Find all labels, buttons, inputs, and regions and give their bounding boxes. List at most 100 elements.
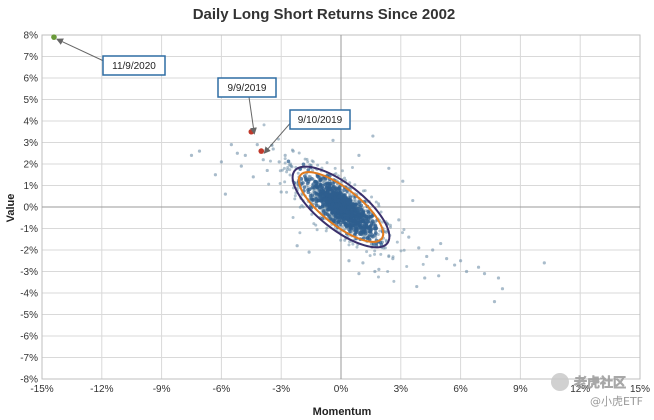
data-point xyxy=(341,217,346,222)
data-point xyxy=(267,182,271,186)
data-point xyxy=(314,192,319,196)
data-point xyxy=(411,198,415,203)
data-point xyxy=(331,138,335,142)
data-point xyxy=(482,272,487,276)
data-point xyxy=(303,174,307,178)
data-point xyxy=(402,248,406,252)
data-point xyxy=(337,194,342,199)
data-point xyxy=(363,189,367,193)
data-point xyxy=(348,223,352,228)
data-point xyxy=(315,181,320,185)
data-point xyxy=(500,287,505,291)
x-tick-labels: -15% -12% -9% -6% -3% 0% 3% 6% 9% 12% 15% xyxy=(30,384,650,395)
data-point xyxy=(371,134,375,138)
data-point xyxy=(317,184,321,189)
data-point xyxy=(302,185,307,190)
data-point xyxy=(339,238,343,242)
data-point xyxy=(288,173,292,177)
data-point xyxy=(336,214,341,218)
data-point xyxy=(347,243,351,247)
data-point xyxy=(333,208,338,213)
callout-box xyxy=(289,109,351,130)
callout-box xyxy=(217,77,277,98)
data-point xyxy=(423,276,427,280)
data-point xyxy=(197,149,202,153)
data-point xyxy=(439,241,443,246)
data-point xyxy=(351,242,355,246)
data-point xyxy=(402,228,406,232)
callout-label: 11/9/2020 xyxy=(112,61,156,72)
data-point xyxy=(189,153,194,157)
y-tick-label: -3% xyxy=(20,267,38,278)
data-point xyxy=(376,233,380,237)
data-point xyxy=(345,216,350,220)
x-tick-label: 15% xyxy=(630,384,650,395)
chart-title: Daily Long Short Returns Since 2002 xyxy=(193,6,456,23)
data-point xyxy=(370,195,374,199)
data-point xyxy=(359,214,364,219)
data-point xyxy=(379,252,383,256)
data-point xyxy=(492,300,497,304)
highlight-point xyxy=(258,148,265,154)
data-point xyxy=(323,192,328,197)
data-point xyxy=(343,176,347,180)
data-point xyxy=(261,158,265,162)
data-point xyxy=(314,197,319,201)
callout-arrow xyxy=(263,119,294,154)
data-point xyxy=(343,222,348,226)
data-point xyxy=(336,219,341,224)
data-point xyxy=(415,284,419,289)
x-tick-label: -9% xyxy=(153,384,171,395)
data-point xyxy=(356,209,361,214)
data-point xyxy=(388,223,392,227)
data-point xyxy=(431,248,435,252)
data-point xyxy=(324,186,329,190)
data-point xyxy=(395,240,399,244)
callout-label: 9/9/2019 xyxy=(228,83,267,94)
data-point xyxy=(347,259,351,263)
data-point xyxy=(311,197,315,202)
y-tick-label: -7% xyxy=(20,353,38,364)
data-point xyxy=(374,200,378,204)
data-point xyxy=(373,249,377,253)
data-point xyxy=(271,147,275,151)
data-point xyxy=(425,254,429,259)
data-point xyxy=(377,267,381,271)
data-point xyxy=(324,181,329,186)
x-tick-label: 6% xyxy=(453,384,468,395)
data-point xyxy=(223,192,227,196)
x-tick-label: -3% xyxy=(272,384,290,395)
data-point xyxy=(342,198,346,202)
data-point xyxy=(308,163,312,167)
data-point xyxy=(283,153,287,157)
watermark: 老虎社区 @小虎ETF xyxy=(551,373,643,408)
data-point xyxy=(333,196,337,200)
data-point xyxy=(315,228,319,232)
data-point xyxy=(362,227,367,232)
data-point xyxy=(229,143,233,147)
data-point xyxy=(278,169,282,173)
data-point xyxy=(349,202,354,206)
data-point xyxy=(357,202,361,206)
confidence-ellipses xyxy=(291,165,391,249)
data-point xyxy=(370,233,375,237)
data-point xyxy=(325,226,329,230)
data-point xyxy=(357,153,361,157)
data-point xyxy=(312,222,316,226)
data-point xyxy=(213,173,218,177)
data-point xyxy=(366,209,370,214)
data-point xyxy=(283,180,287,184)
data-point xyxy=(219,160,223,164)
data-point xyxy=(373,269,377,274)
data-point xyxy=(262,123,266,127)
data-point xyxy=(380,220,384,224)
y-tick-label: 6% xyxy=(24,74,39,85)
data-point xyxy=(321,179,325,183)
data-point xyxy=(355,245,359,249)
data-point xyxy=(338,222,343,227)
data-point xyxy=(288,168,292,172)
data-point xyxy=(291,215,295,219)
data-point xyxy=(298,205,302,209)
data-point xyxy=(364,214,369,219)
data-point xyxy=(331,189,336,193)
